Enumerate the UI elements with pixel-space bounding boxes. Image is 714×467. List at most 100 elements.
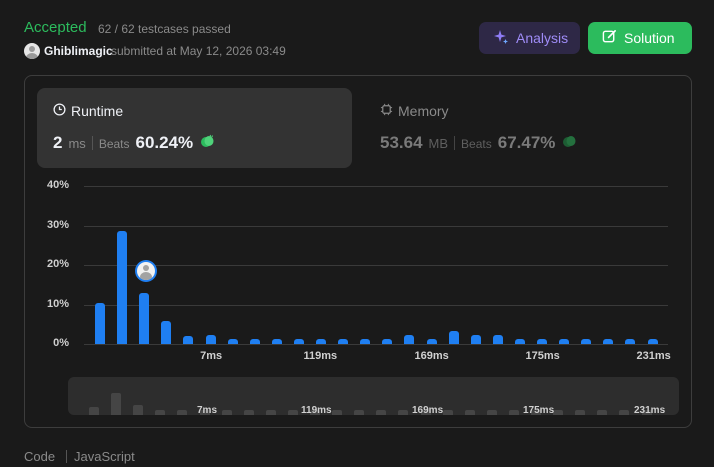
overview-bar — [177, 410, 188, 415]
analysis-button[interactable]: Analysis — [479, 22, 580, 54]
overview-bar — [310, 410, 320, 415]
chart-bar[interactable] — [470, 335, 481, 344]
overview-bar — [287, 410, 298, 415]
clap-icon — [199, 134, 215, 153]
clap-icon — [561, 134, 577, 153]
edit-icon — [602, 29, 617, 47]
overview-bar — [597, 410, 608, 415]
runtime-title-label: Runtime — [71, 103, 124, 119]
chart-bar[interactable] — [205, 335, 216, 344]
overview-bar — [486, 410, 497, 415]
overview-bar — [133, 404, 144, 415]
chart-bar[interactable] — [625, 339, 636, 344]
overview-bar — [332, 410, 343, 415]
x-tick-label: 119ms — [303, 350, 338, 362]
overview-bar — [89, 406, 99, 415]
analysis-label: Analysis — [516, 30, 569, 46]
memory-title[interactable]: Memory — [380, 103, 449, 119]
chart-overview-scrubber[interactable]: 7ms 119ms 169ms 175ms 231ms — [68, 377, 679, 415]
runtime-beats-label: Beats — [98, 137, 130, 151]
chart-bar[interactable] — [271, 339, 282, 344]
chart-bar[interactable] — [559, 339, 570, 344]
overview-bar — [575, 410, 586, 415]
chart-bar[interactable] — [514, 339, 525, 344]
code-label: Code — [24, 449, 56, 464]
overview-bar — [376, 410, 387, 415]
overview-bar — [265, 410, 276, 415]
clock-icon — [53, 103, 66, 119]
user-avatar-icon — [137, 262, 155, 280]
overview-bar — [508, 410, 519, 415]
divider — [91, 136, 93, 150]
submitted-time: submitted at May 12, 2026 03:49 — [111, 44, 286, 58]
status-accepted: Accepted — [24, 19, 87, 36]
chart-bar[interactable] — [537, 339, 547, 344]
memory-beats-label: Beats — [461, 137, 492, 151]
chart-bar[interactable] — [382, 339, 393, 344]
overview-bar — [619, 410, 630, 415]
gridline — [84, 344, 668, 345]
overview-bar — [641, 410, 652, 415]
user-position-marker[interactable] — [135, 260, 157, 282]
runtime-value: 2 — [53, 133, 63, 152]
chart-bar[interactable] — [139, 293, 150, 344]
chart-bar[interactable] — [426, 339, 437, 344]
overview-tick-label: 119ms — [301, 405, 332, 415]
x-tick-label: 175ms — [525, 350, 560, 362]
chart-bar[interactable] — [249, 339, 260, 344]
chart-bar[interactable] — [161, 321, 172, 344]
runtime-unit: ms — [68, 136, 86, 151]
memory-stats: 53.64 MB Beats 67.47% — [380, 133, 577, 153]
gridline — [84, 225, 668, 227]
memory-value: 53.64 — [380, 133, 423, 152]
memory-beats-value: 67.47% — [497, 133, 556, 152]
chart-bar[interactable] — [227, 339, 238, 344]
chart-bar[interactable] — [603, 339, 614, 344]
overview-tick-label: 169ms — [412, 405, 444, 415]
overview-bar — [354, 410, 365, 415]
chart-bar[interactable] — [183, 336, 194, 344]
x-tick-label: 7ms — [200, 350, 223, 362]
runtime-beats-value: 60.24% — [135, 133, 194, 152]
chart-bar[interactable] — [448, 331, 459, 344]
x-tick-label: 169ms — [414, 350, 449, 362]
username-link[interactable]: Ghiblimagic — [44, 44, 113, 58]
runtime-card[interactable] — [37, 88, 352, 168]
chart-bar[interactable] — [404, 335, 415, 344]
chart-bar[interactable] — [360, 339, 371, 344]
gridline — [84, 304, 668, 306]
chart-bar[interactable] — [316, 339, 326, 344]
divider — [454, 136, 456, 150]
x-tick-label: 231ms — [636, 350, 671, 362]
chip-icon — [380, 103, 393, 119]
overview-tick-label: 231ms — [634, 405, 666, 415]
overview-bar — [221, 410, 232, 415]
y-tick-label: 10% — [46, 297, 69, 310]
gridline — [84, 186, 668, 187]
overview-bar — [420, 410, 431, 415]
overview-bar — [111, 392, 122, 415]
solution-button[interactable]: Solution — [588, 22, 692, 54]
chart-bar[interactable] — [492, 335, 503, 344]
chart-bar[interactable] — [95, 302, 105, 344]
chart-bar[interactable] — [581, 339, 592, 344]
runtime-stats: 2 ms Beats 60.24% — [53, 133, 215, 153]
overview-tick-label: 175ms — [523, 405, 555, 415]
chart-bar[interactable] — [647, 339, 658, 344]
y-tick-label: 30% — [46, 218, 69, 231]
divider — [66, 450, 67, 463]
overview-bar — [553, 410, 564, 415]
y-tick-label: 20% — [46, 258, 69, 270]
sparkle-icon — [493, 29, 509, 48]
overview-bar — [243, 410, 254, 415]
overview-bar — [155, 410, 166, 415]
memory-unit: MB — [428, 136, 449, 151]
memory-title-label: Memory — [398, 103, 449, 119]
chart-bar[interactable] — [338, 339, 349, 344]
chart-bar[interactable] — [293, 339, 304, 344]
chart-bar[interactable] — [117, 231, 128, 344]
testcases-passed: 62 / 62 testcases passed — [98, 22, 231, 36]
gridline — [84, 265, 668, 266]
user-avatar[interactable] — [24, 43, 40, 59]
language-label: JavaScript — [74, 449, 135, 464]
